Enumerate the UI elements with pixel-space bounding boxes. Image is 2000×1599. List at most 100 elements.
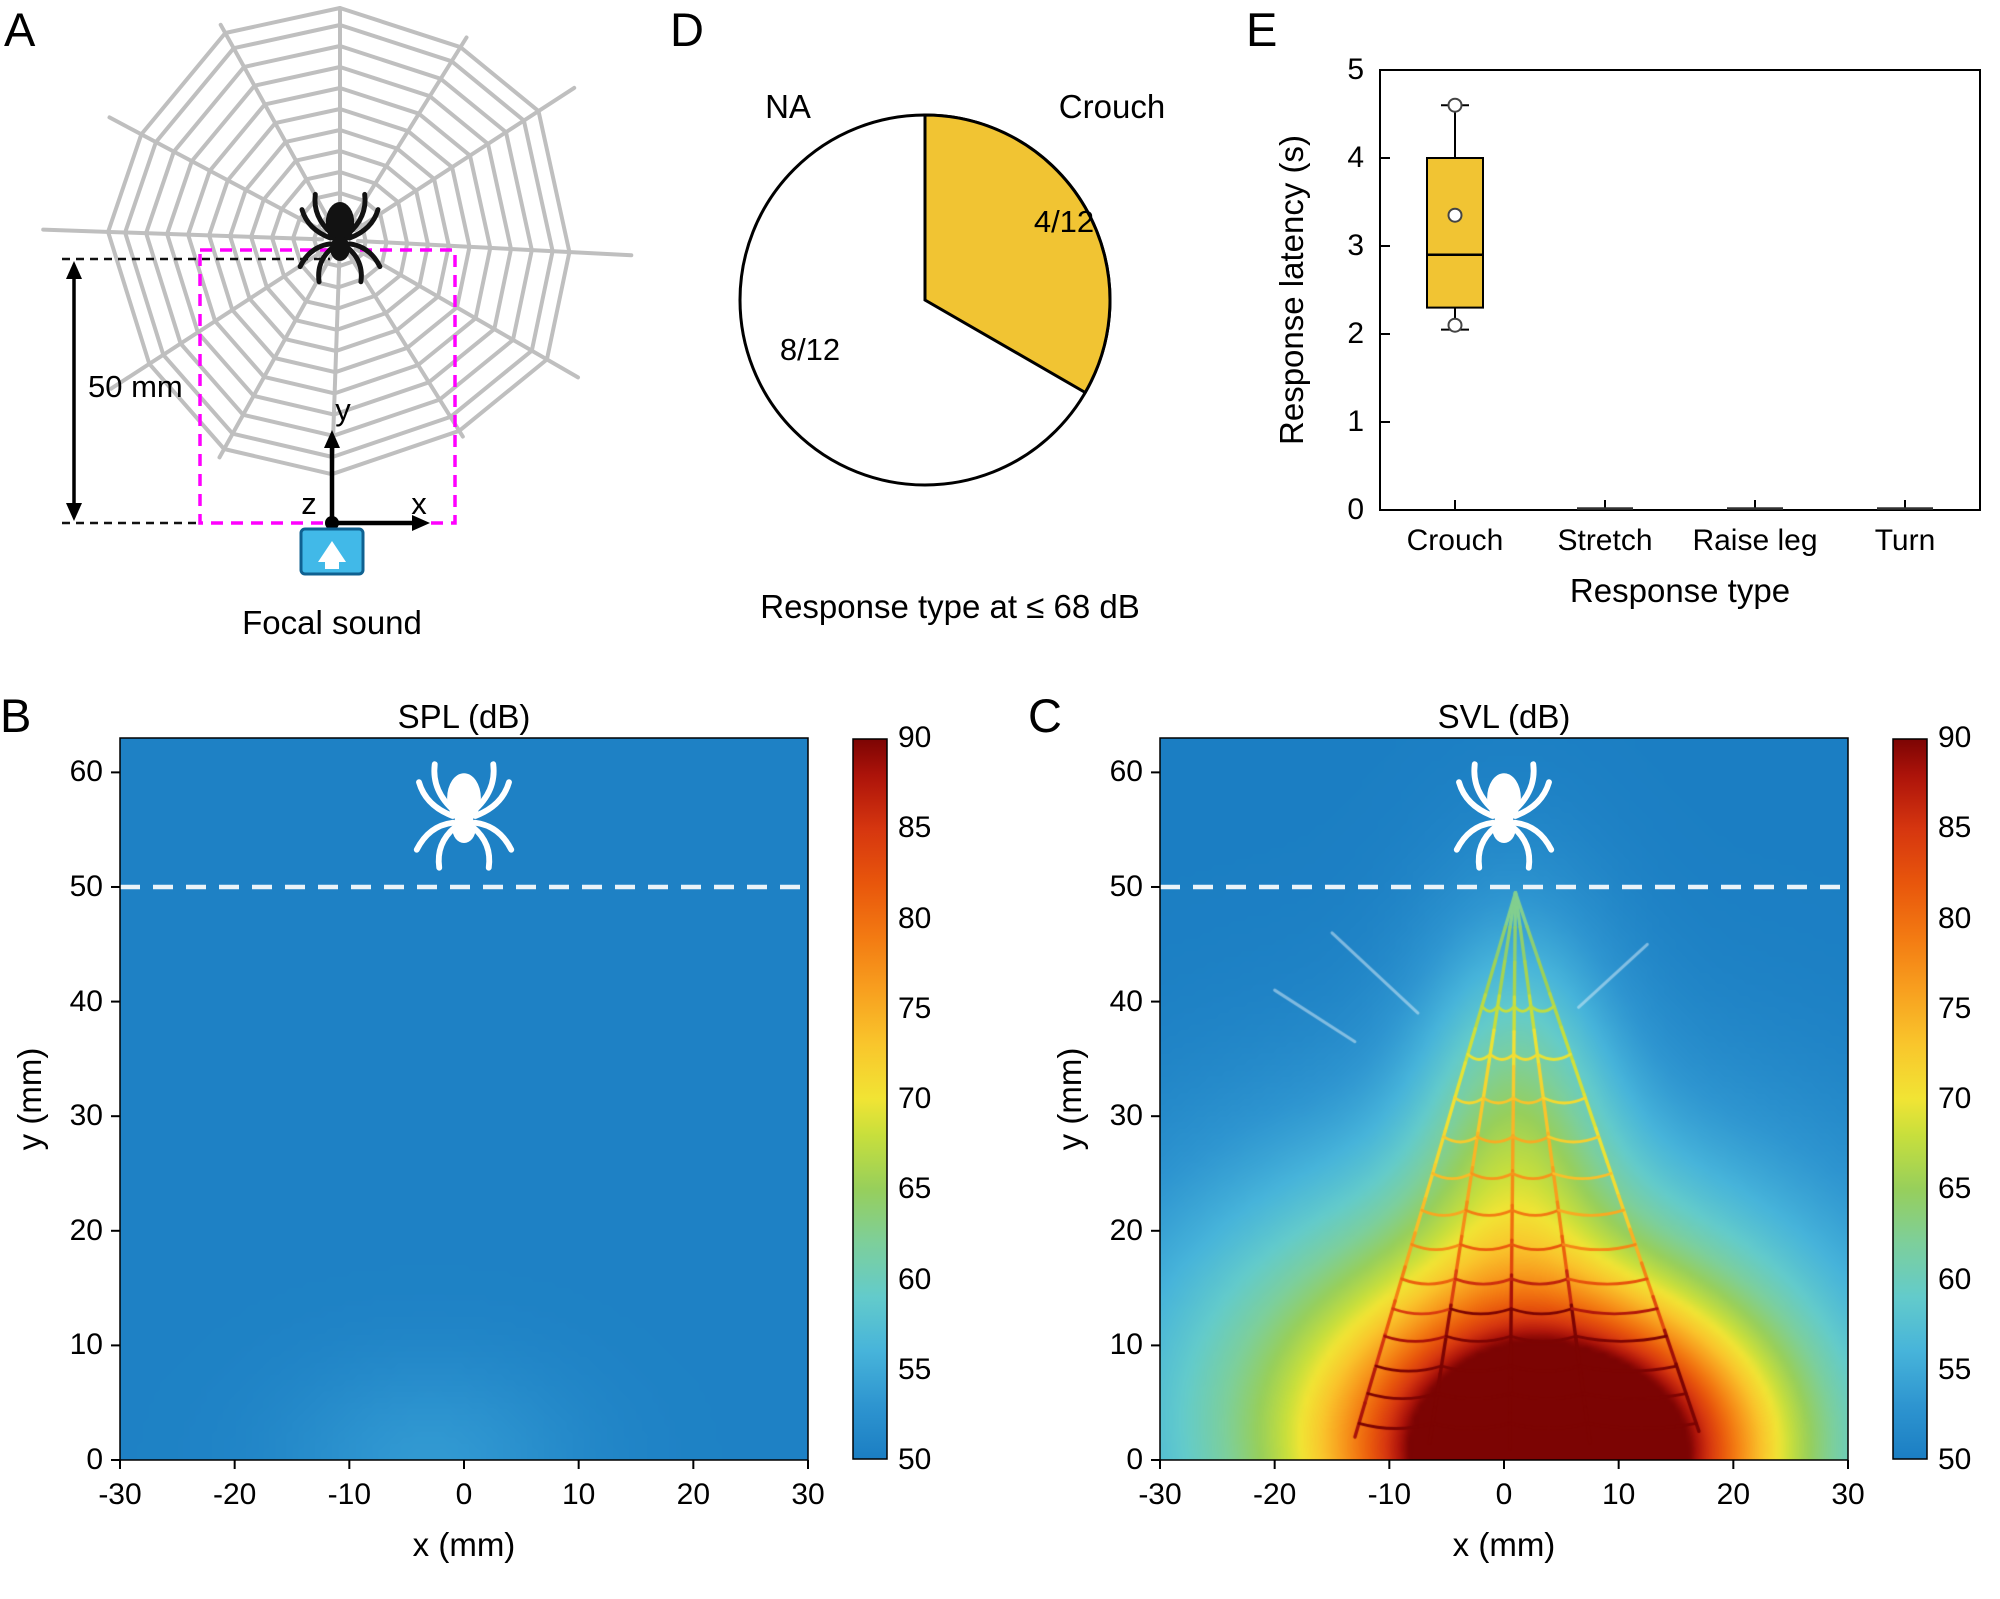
y-tick-label: 0: [1347, 493, 1364, 526]
spider-icon: [417, 764, 512, 868]
colorbar-tick-label: 50: [898, 1443, 932, 1476]
pie-count-crouch: 4/12: [1034, 204, 1094, 239]
pie-label-crouch: Crouch: [1059, 88, 1165, 125]
colorbar-tick-label: 80: [1938, 901, 1972, 935]
coordinate-axes: [324, 430, 430, 531]
y-tick-label: 30: [1109, 1099, 1143, 1133]
colorbar-tick-label: 75: [1938, 991, 1972, 1025]
panel-d-pie-chart: D Crouch NA 4/12 8/12 Response type at ≤ 68…: [660, 0, 1240, 690]
focal-sound-caption: Focal sound: [242, 604, 422, 641]
panel-b-spl-heatmap: B SPL (dB) y (mm) x (mm) -30 -20 -10 0 10 20 3…: [0, 690, 1000, 1599]
x-tick-label: -30: [1138, 1478, 1182, 1511]
axis-label-z: z: [301, 486, 317, 521]
x-tick-label: 10: [1601, 1478, 1636, 1511]
colorbar-tick-label: 55: [898, 1352, 932, 1386]
y-tick-label: 40: [1109, 984, 1143, 1018]
x-tick-label: -30: [98, 1478, 142, 1511]
y-tick-label: 2: [1347, 317, 1364, 350]
scale-label: 50 mm: [88, 369, 183, 404]
x-tick-label: 10: [561, 1478, 596, 1511]
y-tick-label: 30: [69, 1099, 103, 1133]
panel-e-box-plot: E Response latency (s) Response type 0 1 2…: [1240, 0, 2000, 690]
x-tick-label: -20: [1252, 1478, 1297, 1511]
panel-label-b: B: [0, 689, 32, 742]
colorbar-tick-label: 90: [898, 721, 932, 754]
axis-label-y: y: [335, 392, 351, 427]
colorbar-tick-label: 55: [1938, 1352, 1972, 1386]
spider-icon: [1457, 764, 1552, 868]
spl-colorbar: [852, 738, 888, 1460]
y-tick-label: 40: [69, 984, 103, 1018]
x-tick-label: 30: [1831, 1478, 1865, 1511]
panel-label-d: D: [670, 3, 704, 56]
guide-lines: [62, 257, 330, 525]
colorbar-tick-label: 75: [898, 991, 932, 1025]
x-tick-label: -10: [327, 1478, 371, 1511]
x-category-label: Raise leg: [1692, 524, 1818, 557]
panel-label-c: C: [1028, 689, 1062, 742]
y-tick-label: 1: [1347, 405, 1364, 438]
svl-overlay: [1151, 737, 1849, 1469]
y-tick-label: 60: [69, 755, 103, 789]
panel-a-web-diagram: A 50 mm y x z Focal sound: [0, 0, 660, 690]
colorbar-tick-label: 60: [1938, 1262, 1972, 1296]
y-tick-label: 60: [1109, 755, 1143, 789]
heatmap-title: SPL (dB): [397, 698, 531, 735]
y-tick-label: 10: [1109, 1328, 1143, 1362]
spl-overlay: [111, 737, 809, 1469]
panel-c-svl-heatmap: C SVL (dB) y (mm) x (mm) -30 -20 -10 0 10 20 3…: [1000, 690, 2000, 1599]
colorbar-tick-label: 70: [898, 1082, 932, 1115]
plot-frame: [1159, 737, 1849, 1461]
x-axis-label: Response type: [1569, 572, 1791, 609]
web-diagram-canvas: [41, 6, 634, 576]
x-tick-label: 20: [1716, 1478, 1751, 1511]
x-axis-label: x (mm): [412, 1526, 516, 1563]
pie-chart: Crouch NA 4/12 8/12: [738, 88, 1165, 487]
y-axis-label: Response latency (s): [1273, 135, 1310, 445]
x-tick-label: 0: [455, 1478, 473, 1511]
heatmap-title: SVL (dB): [1437, 698, 1571, 735]
x-tick-label: -10: [1367, 1478, 1411, 1511]
x-tick-label: -20: [212, 1478, 257, 1511]
x-tick-label: 20: [676, 1478, 711, 1511]
svl-colorbar: [1892, 738, 1928, 1460]
x-axis-label: x (mm): [1452, 1526, 1556, 1563]
x-tick-label: 30: [791, 1478, 825, 1511]
y-tick-label: 0: [1126, 1443, 1143, 1476]
colorbar-tick-label: 50: [1938, 1443, 1972, 1476]
panel-label-e: E: [1246, 3, 1278, 56]
distance-arrow: [66, 261, 82, 521]
pie-caption: Response type at ≤ 68 dB: [760, 588, 1140, 625]
panel-label-a: A: [4, 3, 36, 56]
y-tick-label: 20: [1109, 1213, 1143, 1247]
box-plot: [1379, 69, 1981, 511]
y-tick-label: 50: [1109, 869, 1143, 903]
spl-field: [120, 738, 808, 1460]
colorbar-tick-label: 70: [1938, 1082, 1972, 1115]
plot-frame: [1379, 69, 1981, 511]
y-tick-label: 0: [86, 1443, 103, 1476]
colorbar-tick-label: 85: [1938, 811, 1972, 845]
y-tick-label: 10: [69, 1328, 103, 1362]
x-tick-label: 0: [1495, 1478, 1513, 1511]
pie-label-na: NA: [765, 88, 811, 125]
colorbar-tick-label: 60: [898, 1262, 932, 1296]
x-category-label: Turn: [1874, 524, 1936, 557]
colorbar-tick-label: 65: [898, 1172, 932, 1206]
y-tick-label: 4: [1347, 141, 1364, 174]
pie-slice-crouch: [923, 113, 1112, 395]
plot-frame: [119, 737, 809, 1461]
x-category-label: Stretch: [1557, 524, 1653, 557]
colorbar: [852, 738, 888, 1460]
colorbar: [1892, 738, 1928, 1460]
colorbar-tick-label: 65: [1938, 1172, 1972, 1206]
box-crouch: [1426, 97, 1484, 333]
y-tick-label: 3: [1347, 229, 1364, 262]
colorbar-tick-label: 80: [898, 901, 932, 935]
axis-label-x: x: [411, 486, 427, 521]
colorbar-tick-label: 85: [898, 811, 932, 845]
y-tick-label: 5: [1347, 53, 1364, 86]
svl-field: [1160, 738, 1848, 1460]
colorbar-tick-label: 90: [1938, 721, 1972, 754]
